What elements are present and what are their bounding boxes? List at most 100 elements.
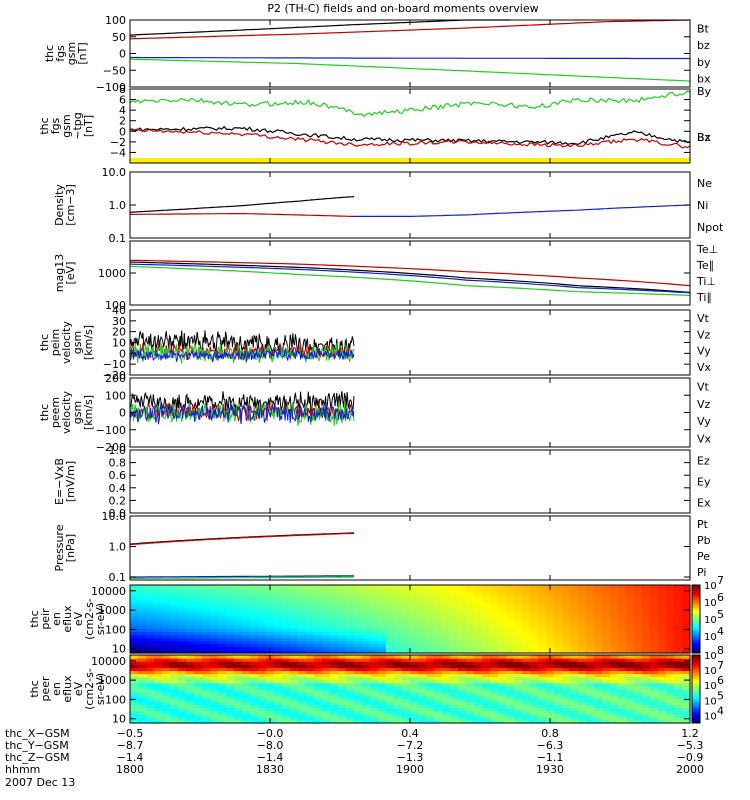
peer-cell xyxy=(250,670,259,675)
peer-cell xyxy=(162,701,171,706)
peer-cell xyxy=(154,692,163,696)
peer-cell xyxy=(546,701,555,706)
peer-cell xyxy=(434,664,443,668)
figure-title: P2 (TH-C) fields and on-board moments ov… xyxy=(267,2,538,15)
peer-cell xyxy=(546,673,555,678)
peer-cell xyxy=(298,655,307,659)
peer-cell xyxy=(426,673,435,678)
peir-cell xyxy=(674,625,683,629)
peir-colorbar-step xyxy=(692,643,700,647)
peer-cell xyxy=(274,695,283,699)
velem-series-vx xyxy=(129,402,355,425)
peer-cell xyxy=(570,701,579,706)
peir-cell xyxy=(330,625,339,629)
peer-cell xyxy=(554,676,563,681)
peer-cell xyxy=(442,692,451,696)
peir-cell xyxy=(642,606,651,611)
peir-cell xyxy=(282,588,291,592)
peer-cell xyxy=(466,664,475,668)
peer-cell xyxy=(314,664,323,668)
peir-cell xyxy=(162,646,171,651)
peer-cell xyxy=(618,692,627,696)
peer-cell xyxy=(250,679,259,684)
peir-cell xyxy=(210,637,219,642)
peer-cell xyxy=(194,689,203,693)
peer-cell xyxy=(570,661,579,665)
peer-cell xyxy=(170,682,179,687)
peer-cell xyxy=(178,695,187,699)
peer-cell xyxy=(450,716,459,721)
peer-cell xyxy=(290,667,299,672)
peir-cell xyxy=(618,585,627,589)
peer-cell xyxy=(666,685,675,690)
peer-cell xyxy=(330,689,339,693)
peer-cell xyxy=(282,682,291,687)
peer-cell xyxy=(626,682,635,687)
peer-cell xyxy=(626,692,635,696)
peer-cell xyxy=(282,707,291,712)
peer-cell xyxy=(434,679,443,684)
peir-cell xyxy=(434,600,443,605)
peer-cell xyxy=(442,713,451,718)
peer-cell xyxy=(322,670,331,675)
peir-cell xyxy=(386,634,395,639)
peir-cell xyxy=(610,625,619,629)
peir-cell xyxy=(394,634,403,639)
density-ylabel: [cm−3] xyxy=(64,184,77,226)
peir-cell xyxy=(642,643,651,648)
peir-cell xyxy=(618,606,627,611)
peer-cell xyxy=(458,704,467,709)
peir-cell xyxy=(314,628,323,632)
peir-cell xyxy=(258,597,267,602)
peer-cell xyxy=(338,679,347,684)
peer-cell xyxy=(146,679,155,684)
peir-cell xyxy=(210,634,219,639)
peer-cell xyxy=(482,682,491,687)
peir-cell xyxy=(554,619,563,623)
peer-cell xyxy=(682,692,691,696)
peir-cell xyxy=(658,634,667,639)
peer-cell xyxy=(282,695,291,699)
peir-cell xyxy=(210,649,219,654)
density-series-npot xyxy=(354,204,691,217)
peir-cell xyxy=(370,594,379,598)
peir-cell xyxy=(394,622,403,626)
peir-cell xyxy=(658,591,667,595)
peer-cell xyxy=(562,679,571,684)
peir-cell xyxy=(490,646,499,651)
peir-cell xyxy=(274,640,283,645)
density-ytick-label: 1.0 xyxy=(109,199,127,212)
peer-cell xyxy=(682,704,691,709)
peir-cell xyxy=(642,631,651,636)
peir-cell xyxy=(418,619,427,623)
peir-cell xyxy=(610,619,619,623)
peer-cell xyxy=(386,673,395,678)
peir-ylabel: thc xyxy=(28,610,41,627)
peir-colorbar-exp: 4 xyxy=(717,625,724,638)
peer-cell xyxy=(522,670,531,675)
peer-cell xyxy=(282,698,291,702)
peir-cell xyxy=(466,597,475,602)
peer-cell xyxy=(674,682,683,687)
peir-cell xyxy=(434,640,443,645)
peer-cell xyxy=(186,701,195,706)
peir-colorbar-step xyxy=(692,628,700,631)
peir-cell xyxy=(594,622,603,626)
peer-cell xyxy=(210,682,219,687)
fgh-legend-bx: Bx xyxy=(697,131,712,144)
peer-cell xyxy=(402,707,411,712)
peir-cell xyxy=(506,600,515,605)
peer-cell xyxy=(466,658,475,662)
peer-cell xyxy=(490,679,499,684)
peir-ytick-label: 100 xyxy=(105,623,126,636)
peer-cell xyxy=(450,661,459,665)
panels: 100500−50−100thcfgsgsm[nT]Btbzbybx86420−… xyxy=(28,14,724,726)
peer-cell xyxy=(370,716,379,721)
peer-cell xyxy=(242,679,251,684)
peir-cell xyxy=(538,603,547,608)
peir-cell xyxy=(234,619,243,623)
peer-cell xyxy=(178,661,187,665)
peir-cell xyxy=(682,606,691,611)
peer-cell xyxy=(250,698,259,702)
peer-cell xyxy=(634,719,643,724)
